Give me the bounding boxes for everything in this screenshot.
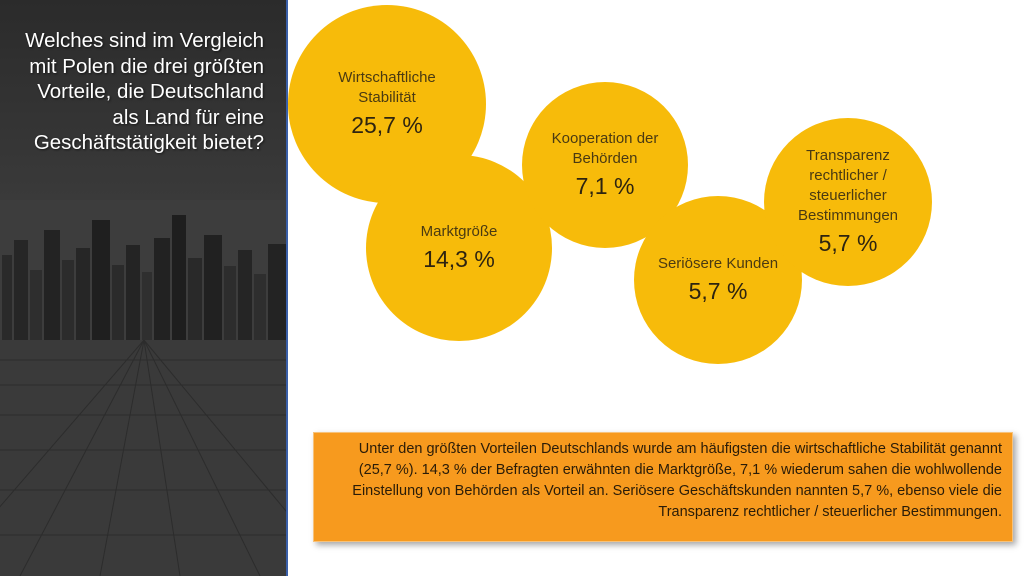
bubble-label: Transparenz rechtlicher / steuerlicher B… <box>797 147 899 224</box>
bubble-value: 5,7 % <box>818 230 878 256</box>
bubble-value: 25,7 % <box>351 112 423 138</box>
question-text: Welches sind im Vergleich mit Polen die … <box>25 29 264 154</box>
panel-divider <box>286 0 288 576</box>
bubble-value: 14,3 % <box>423 246 495 272</box>
bubble-chart: Wirtschaftliche Stabilität 25,7 % Marktg… <box>288 0 1024 420</box>
bubble-value: 7,1 % <box>575 173 635 199</box>
bubble-marktgroesse: Marktgröße 14,3 % <box>366 155 552 341</box>
bubble-label: Wirtschaftliche Stabilität <box>338 69 436 106</box>
bubble-label: Kooperation der Behörden <box>551 130 659 167</box>
bubble-transparenz: Transparenz rechtlicher / steuerlicher B… <box>764 118 932 286</box>
bubble-label: Seriösere Kunden <box>657 255 779 272</box>
bubble-label: Marktgröße <box>420 223 498 240</box>
summary-text: Unter den größten Vorteilen Deutschlands… <box>352 441 1002 520</box>
city-skyline-image <box>0 200 288 350</box>
tiled-floor-image <box>0 340 288 576</box>
background-photo-panel: Welches sind im Vergleich mit Polen die … <box>0 0 288 576</box>
bubble-value: 5,7 % <box>688 278 748 304</box>
summary-box: Unter den größten Vorteilen Deutschlands… <box>313 432 1013 542</box>
